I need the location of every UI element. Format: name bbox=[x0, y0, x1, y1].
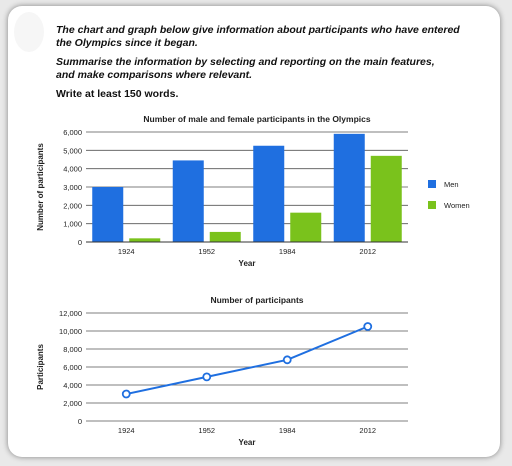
bar-y-tick-label: 4,000 bbox=[63, 165, 82, 174]
bar-x-tick-label: 1984 bbox=[279, 247, 296, 256]
bar-men-1924 bbox=[92, 187, 124, 242]
legend-swatch-men bbox=[428, 180, 436, 188]
legend-label-men: Men bbox=[444, 180, 459, 189]
corner-blob bbox=[14, 12, 44, 52]
line-x-tick-label: 1924 bbox=[118, 426, 135, 435]
line-y-tick-label: 0 bbox=[78, 417, 82, 426]
line-y-tick-label: 4,000 bbox=[63, 381, 82, 390]
line-y-tick-label: 10,000 bbox=[59, 327, 82, 336]
legend-swatch-women bbox=[428, 201, 436, 209]
line-y-tick-label: 6,000 bbox=[63, 363, 82, 372]
line-x-axis-label: Year bbox=[239, 438, 256, 447]
bar-women-1984 bbox=[290, 212, 322, 242]
bar-x-axis-label: Year bbox=[239, 259, 256, 268]
bar-x-tick-label: 1952 bbox=[198, 247, 215, 256]
line-chart-title: Number of participants bbox=[210, 295, 303, 305]
line-y-tick-label: 8,000 bbox=[63, 345, 82, 354]
bar-men-2012 bbox=[333, 133, 365, 242]
bar-women-1952 bbox=[209, 231, 241, 242]
bar-x-tick-label: 1924 bbox=[118, 247, 135, 256]
line-x-tick-label: 1952 bbox=[198, 426, 215, 435]
bar-chart-title: Number of male and female participants i… bbox=[143, 114, 370, 124]
bar-y-tick-label: 0 bbox=[78, 238, 82, 247]
line-y-tick-label: 12,000 bbox=[59, 309, 82, 318]
prompt-line-3: Summarise the information by selecting a… bbox=[56, 56, 435, 68]
charts-canvas: Number of male and female participants i… bbox=[36, 114, 470, 447]
prompt-line-2: the Olympics since it began. bbox=[56, 37, 198, 49]
prompt-line-1: The chart and graph below give informati… bbox=[56, 24, 460, 36]
bar-women-1924 bbox=[129, 238, 161, 242]
task-card: The chart and graph below give informati… bbox=[8, 6, 500, 457]
bar-y-tick-label: 2,000 bbox=[63, 201, 82, 210]
line-x-tick-label: 1984 bbox=[279, 426, 296, 435]
line-y-axis-label: Participants bbox=[36, 344, 45, 390]
bar-men-1984 bbox=[253, 145, 285, 242]
line-x-tick-label: 2012 bbox=[359, 426, 376, 435]
bar-men-1952 bbox=[172, 160, 204, 242]
participants-point-1952 bbox=[202, 372, 212, 382]
prompt-line-4: and make comparisons where relevant. bbox=[56, 69, 253, 81]
bar-y-axis-label: Number of participants bbox=[36, 143, 45, 231]
participants-point-2012 bbox=[363, 322, 373, 331]
line-y-tick-label: 2,000 bbox=[63, 399, 82, 408]
bar-y-tick-label: 5,000 bbox=[63, 146, 82, 155]
participants-point-1924 bbox=[121, 389, 131, 399]
participants-line bbox=[126, 325, 369, 395]
bar-women-2012 bbox=[370, 155, 402, 242]
bar-y-tick-label: 3,000 bbox=[63, 183, 82, 192]
legend-label-women: Women bbox=[444, 201, 470, 210]
bar-y-tick-label: 1,000 bbox=[63, 220, 82, 229]
bar-x-tick-label: 2012 bbox=[359, 247, 376, 256]
participants-point-1984 bbox=[282, 355, 292, 365]
prompt-line-5: Write at least 150 words. bbox=[56, 88, 179, 100]
bar-y-tick-label: 6,000 bbox=[63, 128, 82, 137]
